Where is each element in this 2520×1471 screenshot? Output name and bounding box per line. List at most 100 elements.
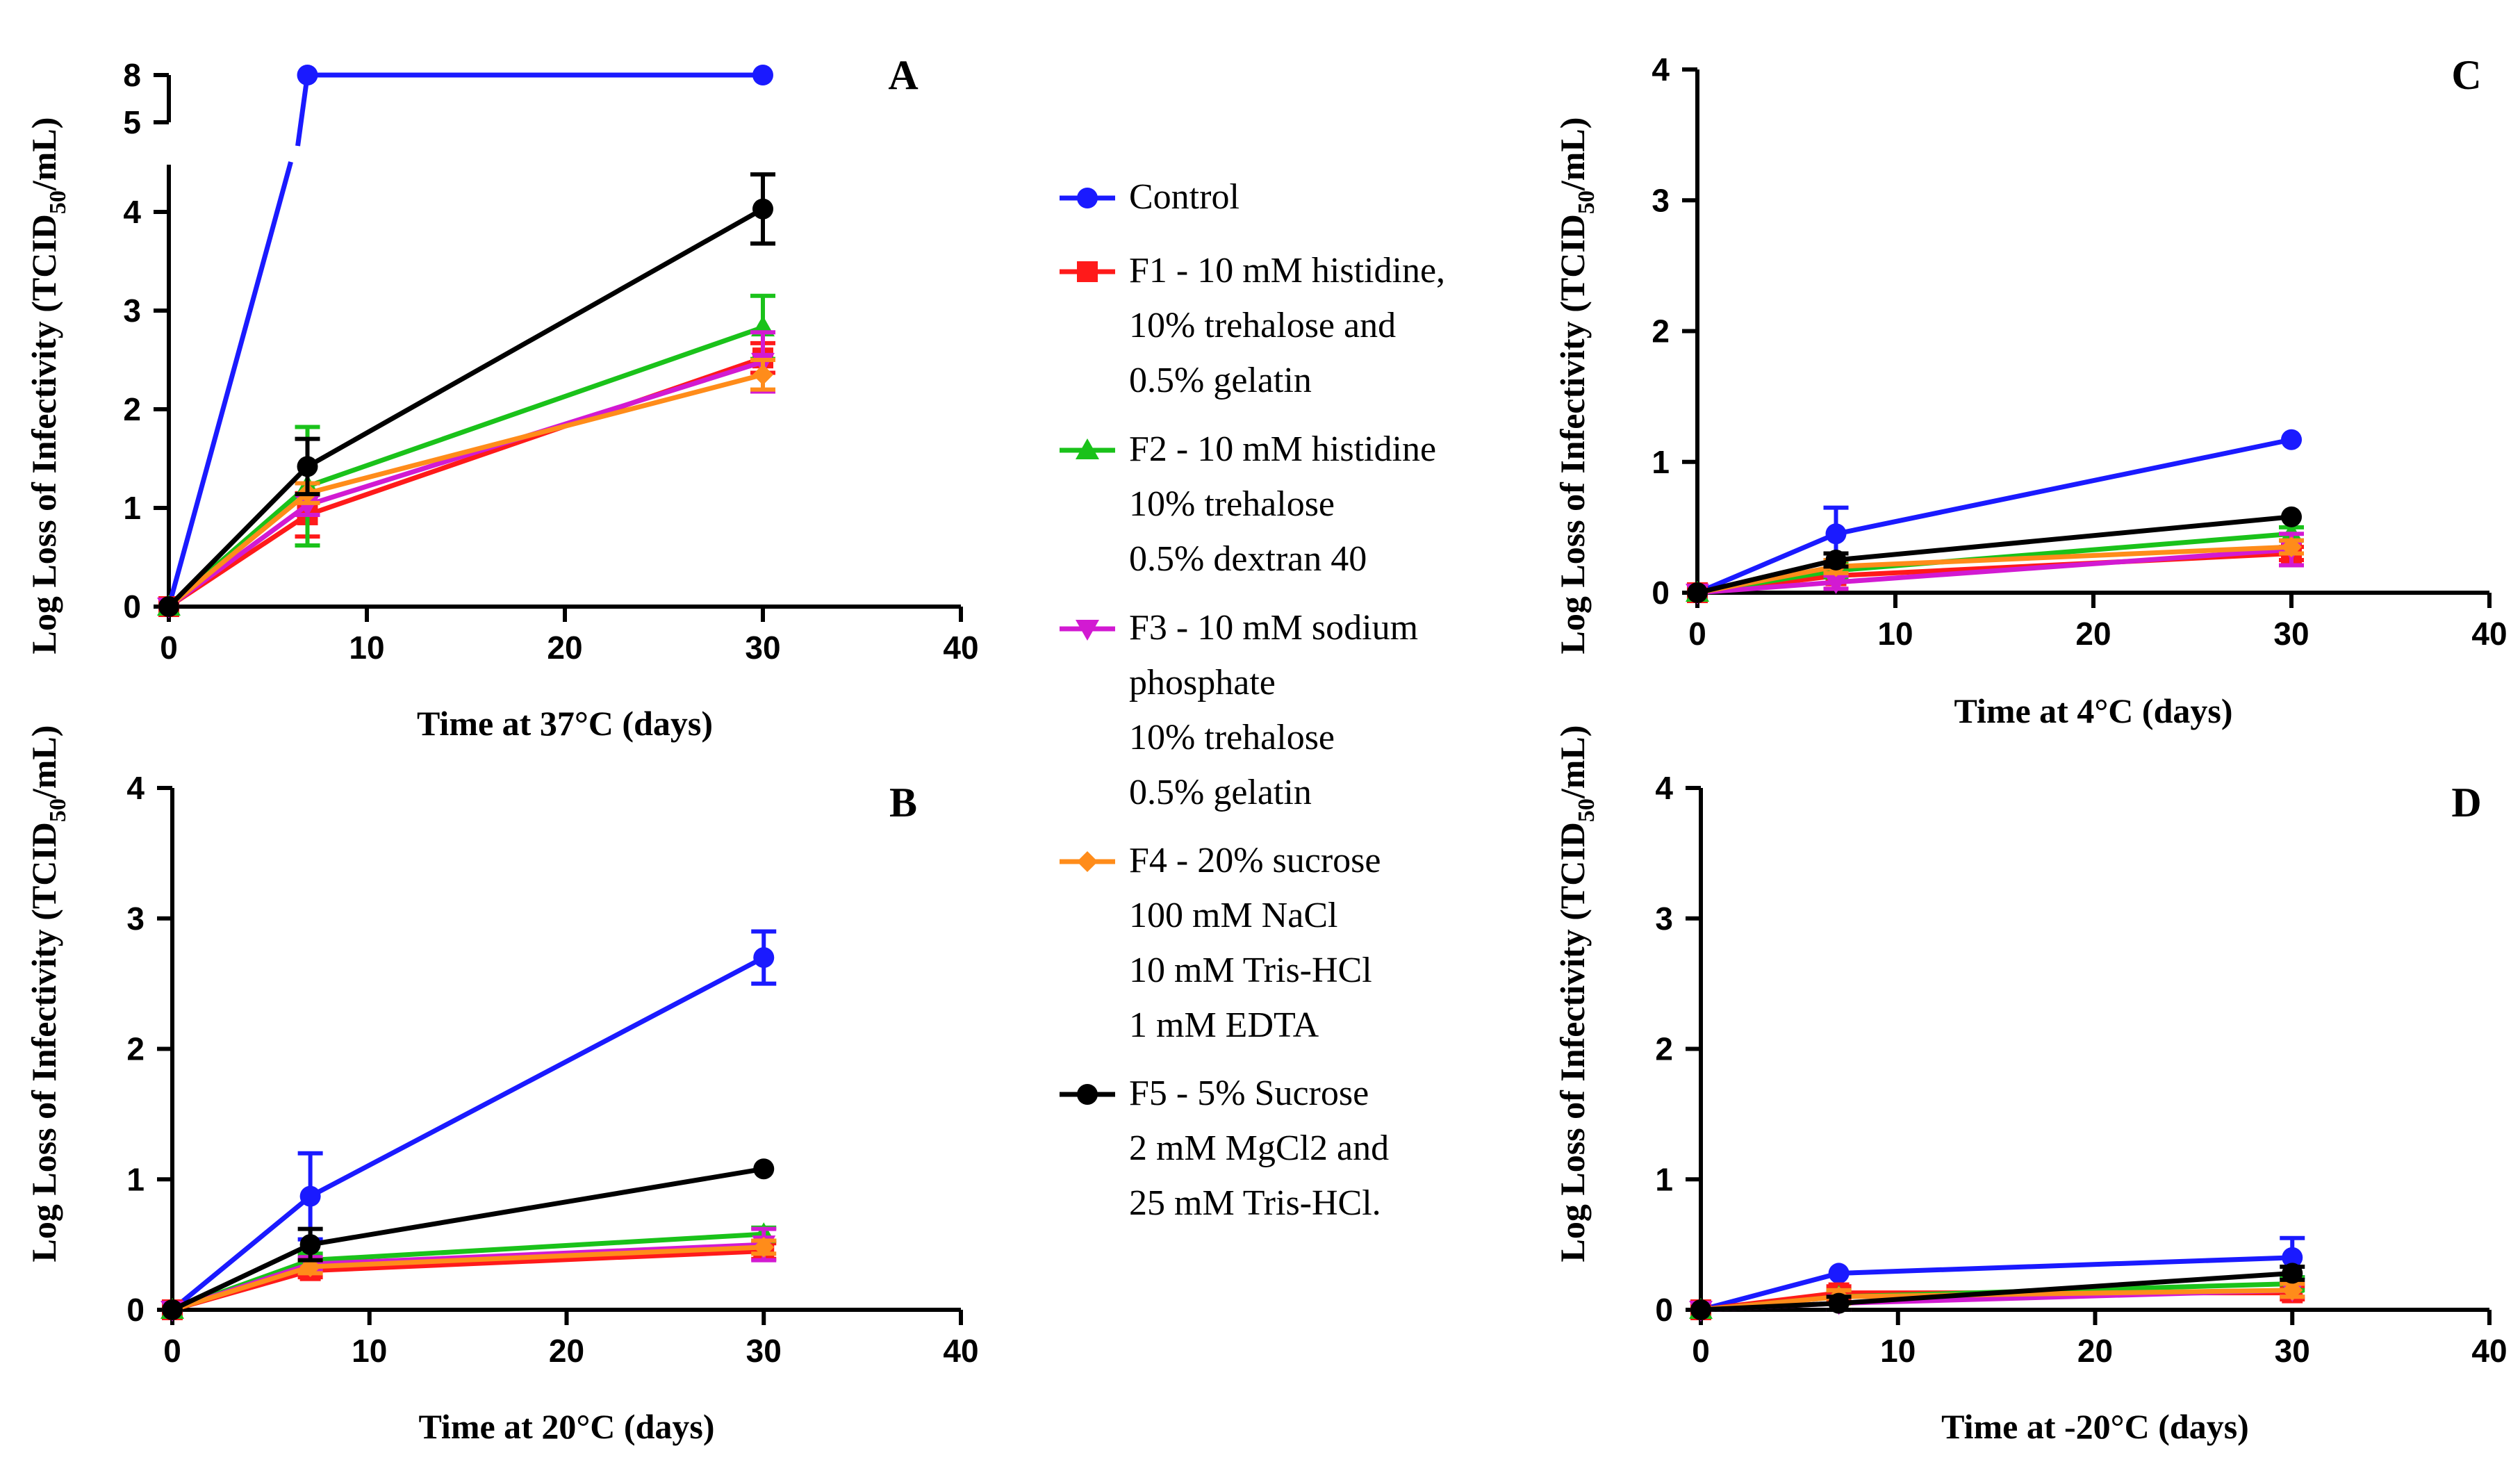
data-point [1828, 1263, 1850, 1284]
series-line [171, 1264, 311, 1313]
y-tick-label: 1 [126, 1161, 145, 1197]
legend-swatch-marker [1077, 261, 1098, 282]
chart-panel-a: 0 10 20 30 40 0 1 2 3 4 8 5 A Time at 37°C (days) Log … [24, 52, 979, 743]
x-tick-label: 20 [549, 1333, 584, 1369]
x-tick-label: 40 [2471, 1333, 2507, 1369]
data-point [753, 947, 775, 969]
y-tick-label: 3 [123, 293, 141, 329]
legend-swatch-marker [1076, 620, 1099, 641]
data-point [299, 1185, 321, 1207]
series-line [1838, 1270, 2293, 1306]
chart-panel-b: 0 10 20 30 40 0 1 2 3 4 B Time at 20°C (days) Log Lo… [24, 725, 979, 1446]
x-tick-label: 40 [943, 1333, 978, 1369]
data-point [1824, 573, 1848, 594]
series-line [308, 955, 765, 1199]
x-tick-label: 0 [160, 630, 178, 666]
series-line [306, 206, 764, 469]
legend-label: 100 mM NaCl [1129, 896, 1337, 935]
series-line [167, 464, 309, 609]
x-tick-label: 10 [1877, 616, 1913, 652]
legend-label: F5 - 5% Sucrose [1129, 1074, 1369, 1113]
series-line [310, 1242, 764, 1267]
x-tick-label: 0 [1688, 616, 1706, 652]
y-tick-label: 1 [1655, 1161, 1673, 1197]
legend-item-f3: F3 - 10 mM sodium phosphate 10% trehalose 0… [1060, 608, 1418, 812]
series-line [306, 372, 764, 496]
y-tick-label: 0 [1652, 575, 1670, 611]
data-point [752, 65, 773, 85]
y-tick-label: 1 [123, 490, 141, 526]
y-tick-label: 5 [123, 104, 141, 140]
legend-label: 10% trehalose [1129, 484, 1335, 524]
legend-label: F1 - 10 mM histidine, [1129, 251, 1445, 290]
series-line [171, 1242, 312, 1313]
legend-label: 10% trehalose [1129, 718, 1335, 757]
x-tick-label: 0 [1692, 1333, 1710, 1369]
y-tick-label: 4 [126, 770, 145, 806]
legend-label: 1 mM EDTA [1129, 1005, 1319, 1045]
legend-label: 2 mM MgCl2 and [1129, 1128, 1389, 1168]
data-point [753, 1236, 775, 1258]
legend-item-f4: F4 - 20% sucrose 100 mM NaCl 10 mM Tris-HC… [1060, 841, 1381, 1045]
series-line [1836, 544, 2292, 569]
y-axis-title: Log Loss of Infectivity (TCID50/mL) [24, 725, 71, 1263]
legend-label: Control [1129, 177, 1240, 217]
y-tick-label: 3 [1652, 182, 1670, 218]
series-line [1838, 1255, 2293, 1276]
data-point [752, 198, 773, 220]
x-tick-label: 30 [2275, 1333, 2310, 1369]
data-point [2282, 1263, 2303, 1284]
series-line [1700, 1301, 1839, 1313]
series-line [1835, 437, 2292, 536]
x-tick-label: 20 [547, 630, 582, 666]
legend-label: F3 - 10 mM sodium [1129, 608, 1418, 648]
legend-item-f1: F1 - 10 mM histidine, 10% trehalose and 0.… [1060, 251, 1445, 400]
x-axis-title: Time at 37°C (days) [417, 704, 713, 743]
series-line [1836, 547, 2292, 585]
chart-panel-d: 0 10 20 30 40 0 1 2 3 4 D Time at -20°C (days) Log L… [1553, 725, 2507, 1446]
x-tick-label: 10 [1880, 1333, 1916, 1369]
y-tick-label: 4 [1652, 51, 1670, 88]
legend: Control F1 - 10 mM histidine, 10% trehalos… [1060, 177, 1445, 1223]
legend-swatch-marker [1077, 1084, 1098, 1105]
y-tick-label: 8 [123, 57, 141, 93]
data-point [2281, 429, 2302, 450]
series-f5 [158, 172, 775, 617]
x-tick-label: 40 [2471, 616, 2507, 652]
x-tick-label: 10 [352, 1333, 387, 1369]
series-line [1697, 580, 1836, 595]
data-point [2281, 506, 2302, 527]
data-point [1825, 549, 1847, 570]
series-line [295, 74, 310, 147]
series-line [170, 1194, 312, 1312]
y-tick-label: 0 [123, 589, 141, 625]
y-tick-label: 0 [1655, 1292, 1673, 1328]
series-line [310, 1231, 764, 1263]
series-line [1836, 514, 2292, 563]
x-tick-label: 30 [745, 630, 780, 666]
legend-label: 25 mM Tris-HCl. [1129, 1183, 1381, 1223]
y-tick-label: 2 [1655, 1031, 1673, 1067]
data-point [297, 65, 318, 85]
data-point [162, 1299, 183, 1320]
legend-item-control: Control [1060, 177, 1240, 217]
x-axis-title: Time at 20°C (days) [418, 1407, 714, 1446]
data-point [2282, 1279, 2303, 1301]
x-tick-label: 20 [2077, 1333, 2113, 1369]
data-point [753, 1158, 775, 1180]
x-tick-label: 20 [2075, 616, 2111, 652]
legend-label: phosphate [1129, 663, 1276, 702]
series-line [167, 491, 309, 609]
x-tick-label: 30 [746, 1333, 782, 1369]
series-line [306, 324, 764, 489]
legend-label: F2 - 10 mM histidine [1129, 429, 1436, 469]
series-f5 [1690, 1263, 2305, 1320]
legend-label: 0.5% gelatin [1129, 361, 1312, 400]
x-axis-title: Time at -20°C (days) [1941, 1407, 2249, 1446]
y-tick-label: 1 [1652, 444, 1670, 480]
series-f5 [1687, 506, 2302, 603]
panel-letter: B [889, 780, 917, 825]
legend-label: 10 mM Tris-HCl [1129, 951, 1372, 990]
legend-label: 10% trehalose and [1129, 306, 1396, 345]
